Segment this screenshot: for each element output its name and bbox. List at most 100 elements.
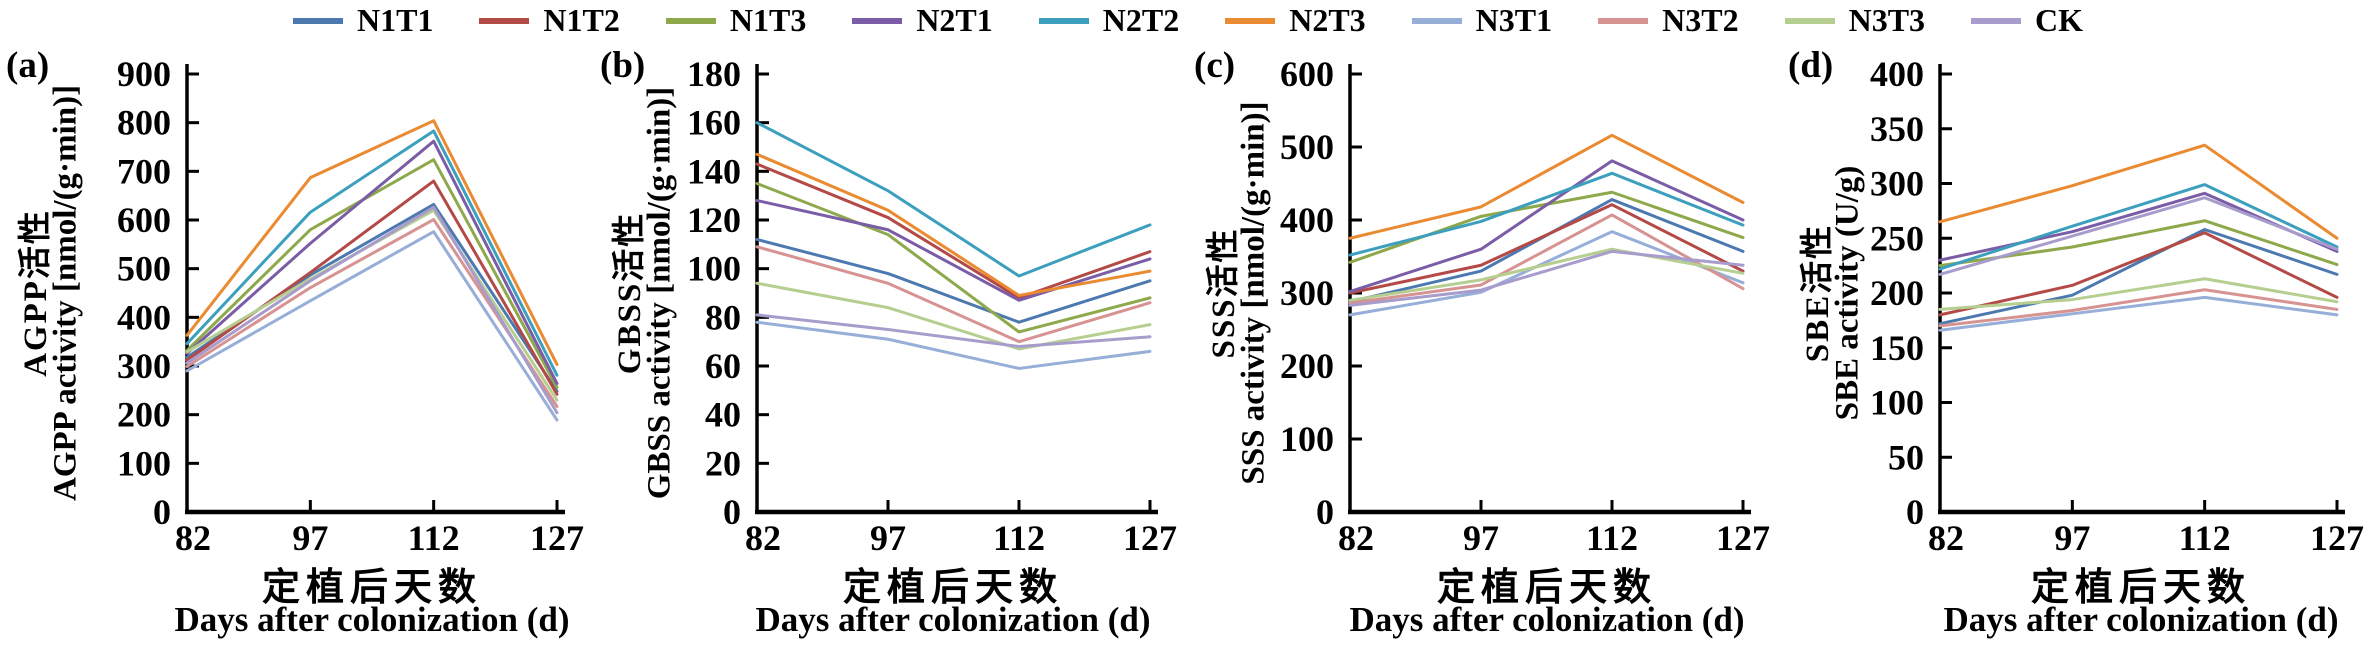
x-axis-title-en: Days after colonization (d) [174, 600, 570, 639]
y-tick-label: 500 [1280, 127, 1334, 167]
series-line-n2t2 [1348, 171, 1745, 257]
x-tick-label: 127 [530, 518, 584, 558]
legend-label: N2T1 [916, 2, 993, 38]
series-line-n1t2 [1938, 231, 2339, 317]
x-axis-title-en: Days after colonization (d) [755, 600, 1151, 639]
series-line-n2t1 [755, 199, 1152, 302]
series-line-n3t3 [1348, 247, 1745, 302]
y-tick-label: 500 [117, 249, 171, 289]
x-tick-label: 97 [870, 518, 906, 558]
legend-item-n2t2: N2T2 [1038, 2, 1180, 39]
y-tick-label: 60 [705, 346, 741, 386]
series-line-n1t3 [755, 182, 1152, 334]
series-line-n2t3 [755, 152, 1152, 297]
y-tick-label: 100 [1870, 383, 1924, 423]
x-tick-label: 97 [2054, 518, 2090, 558]
series-line-n3t1 [185, 230, 559, 422]
series-line-n2t1 [1348, 159, 1745, 294]
legend-swatch-icon [1038, 17, 1089, 24]
legend-label: N2T3 [1289, 2, 1366, 38]
y-tick-label: 200 [1280, 346, 1334, 386]
y-tick-label: 300 [117, 346, 171, 386]
line-chart-sss: 0 100 200 300 400 500 600 82 97 112 127 [1280, 54, 1770, 558]
series-line-n3t2 [1938, 288, 2339, 328]
legend-item-n2t3: N2T3 [1225, 2, 1366, 39]
x-tick-label: 97 [292, 518, 328, 558]
x-axis-title-cn: 定植后天数 [2030, 567, 2251, 609]
y-tick-label: 150 [1870, 328, 1924, 368]
x-tick-label: 82 [1928, 518, 1964, 558]
series-line-n3t3 [755, 281, 1152, 351]
chart-panel-b: (b) GBSS活性 GBSS activity [nmol/(g·min)] … [594, 0, 1188, 663]
panel-label: (c) [1194, 45, 1236, 86]
legend-label: N1T3 [729, 2, 807, 38]
series-line-n2t2 [1938, 183, 2339, 271]
line-chart-sbe: 0 50 100 150 200 250 300 350 400 82 97 112 127 [1870, 54, 2364, 558]
chart-panel-a: (a) AGPP活性 AGPP activity [nmol/(g·min)] … [0, 0, 594, 663]
y-tick-label: 180 [687, 54, 741, 94]
y-tick-label: 0 [1906, 492, 1924, 532]
y-tick-label: 400 [117, 297, 171, 337]
series-line-n1t1 [1938, 227, 2339, 326]
x-axis-title-en: Days after colonization (d) [1349, 600, 1745, 639]
x-axis-title-en: Days after colonization (d) [1943, 600, 2339, 639]
x-axis-title-cn: 定植后天数 [842, 567, 1063, 609]
y-tick-label: 0 [1316, 492, 1334, 532]
x-tick-label: 82 [745, 518, 781, 558]
y-tick-label: 400 [1280, 200, 1334, 240]
x-tick-label: 97 [1463, 518, 1499, 558]
x-tick-label: 112 [2179, 518, 2231, 558]
series-line-n2t2 [755, 121, 1152, 278]
legend-item-n2t1: N2T1 [852, 2, 993, 39]
x-tick-label: 127 [1716, 518, 1770, 558]
legend-swatch-icon [1971, 17, 2022, 24]
legend-item-n1t3: N1T3 [665, 2, 807, 39]
legend-swatch-icon [852, 17, 903, 24]
y-tick-label: 160 [687, 103, 741, 143]
y-tick-label: 100 [1280, 419, 1334, 459]
y-tick-label: 600 [117, 200, 171, 240]
series-line-ck [185, 205, 559, 415]
legend-item-n3t3: N3T3 [1784, 2, 1926, 39]
legend-label: N1T1 [356, 2, 434, 38]
series-line-n3t2 [755, 245, 1152, 344]
legend-label: N2T2 [1102, 2, 1180, 38]
legend-swatch-icon [1598, 17, 1649, 24]
panel-label: (a) [6, 45, 50, 86]
x-tick-label: 127 [2310, 518, 2364, 558]
y-tick-label: 120 [687, 200, 741, 240]
line-chart-agpp: 0 100 200 300 400 500 600 700 800 900 82 97 112 127 [117, 54, 584, 558]
series-line-n1t3 [185, 158, 559, 389]
y-tick-label: 700 [117, 151, 171, 191]
y-tick-label: 300 [1870, 164, 1924, 204]
series-line-n2t3 [1348, 133, 1745, 240]
y-tick-label: 0 [723, 492, 741, 532]
x-axis-title-cn: 定植后天数 [1436, 567, 1657, 609]
series-line-ck [755, 313, 1152, 349]
x-tick-label: 112 [993, 518, 1045, 558]
y-tick-label: 140 [687, 151, 741, 191]
panel-label: (b) [600, 45, 646, 86]
series-line-n2t2 [185, 129, 559, 377]
y-tick-label: 400 [1870, 54, 1924, 94]
y-tick-label: 40 [705, 395, 741, 435]
y-tick-label: 0 [153, 492, 171, 532]
legend-label: CK [2035, 2, 2084, 38]
legend: N1T1 N1T2 N1T3 N2T1 N2T2 N2T3 N3T1 N3T2 N3T3 CK [0, 2, 2376, 39]
legend-swatch-icon [479, 17, 530, 24]
y-tick-label: 350 [1870, 109, 1924, 149]
legend-swatch-icon [1411, 17, 1462, 24]
legend-label: N3T3 [1848, 2, 1926, 38]
x-tick-label: 82 [1338, 518, 1374, 558]
series-line-ck [1938, 196, 2339, 276]
series-line-n1t2 [755, 162, 1152, 300]
legend-label: N3T2 [1662, 2, 1739, 38]
y-tick-label: 200 [117, 395, 171, 435]
series-line-n3t2 [185, 218, 559, 408]
y-tick-label: 800 [117, 103, 171, 143]
x-tick-label: 112 [1586, 518, 1638, 558]
x-axis-title-cn: 定植后天数 [261, 567, 482, 609]
x-tick-label: 82 [175, 518, 211, 558]
